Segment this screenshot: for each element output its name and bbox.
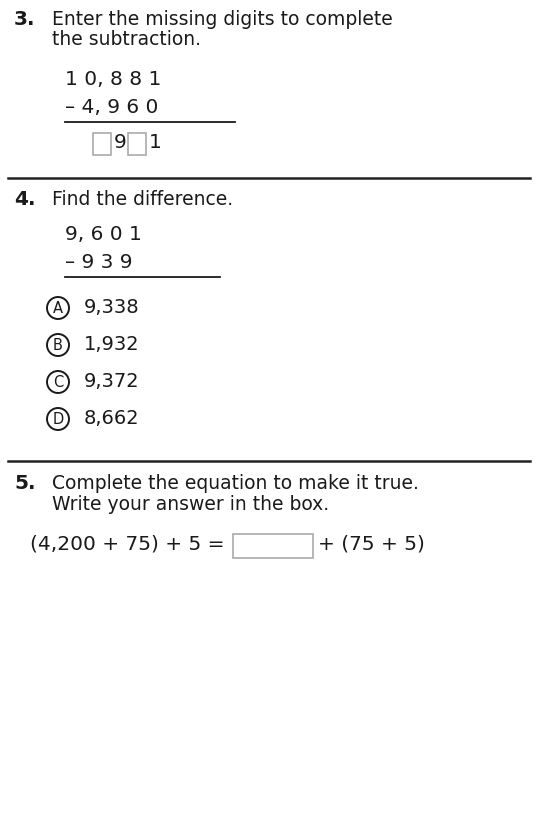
Text: Complete the equation to make it true.: Complete the equation to make it true.: [52, 474, 419, 493]
Text: 9: 9: [114, 133, 127, 152]
Text: – 4, 9 6 0: – 4, 9 6 0: [65, 98, 158, 117]
Text: 5.: 5.: [14, 474, 36, 493]
Text: 1: 1: [149, 133, 162, 152]
Bar: [233, 534, 313, 558]
Text: Find the difference.: Find the difference.: [52, 190, 233, 209]
Text: 3.: 3.: [14, 10, 36, 29]
Text: – 9 3 9: – 9 3 9: [65, 253, 132, 272]
Text: C: C: [53, 374, 63, 389]
Text: + (75 + 5): + (75 + 5): [318, 534, 425, 553]
Text: 9, 6 0 1: 9, 6 0 1: [65, 225, 142, 244]
Text: 1,932: 1,932: [84, 335, 140, 354]
Text: 8,662: 8,662: [84, 409, 140, 428]
Text: Write your answer in the box.: Write your answer in the box.: [52, 495, 329, 514]
Text: B: B: [53, 337, 63, 352]
Bar: [128, 133, 146, 155]
Text: 9,372: 9,372: [84, 372, 140, 391]
Text: (4,200 + 75) + 5 =: (4,200 + 75) + 5 =: [30, 534, 224, 553]
Text: 1 0, 8 8 1: 1 0, 8 8 1: [65, 70, 161, 89]
Text: Enter the missing digits to complete: Enter the missing digits to complete: [52, 10, 393, 29]
Text: A: A: [53, 300, 63, 315]
Text: D: D: [52, 411, 63, 426]
Bar: [93, 133, 111, 155]
Text: the subtraction.: the subtraction.: [52, 30, 201, 49]
Text: 9,338: 9,338: [84, 298, 140, 317]
Text: 4.: 4.: [14, 190, 36, 209]
